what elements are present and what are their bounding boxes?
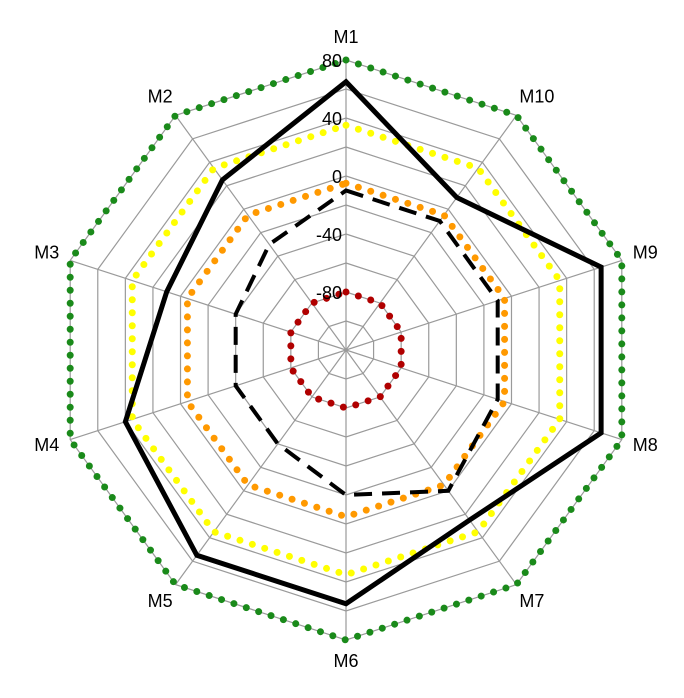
series-line-4 (128, 121, 564, 579)
grid-spoke (345, 115, 517, 351)
category-label: M6 (333, 651, 358, 671)
category-label: M9 (633, 242, 658, 262)
grid-spoke (70, 259, 347, 351)
category-label: M1 (333, 27, 358, 47)
tick-label: 80 (322, 51, 342, 71)
grid-spoke (345, 259, 622, 351)
category-label: M2 (148, 86, 173, 106)
series-line-1 (122, 78, 604, 607)
series-line-5 (183, 179, 509, 521)
grid-spoke (175, 349, 347, 585)
tick-label: 0 (332, 167, 342, 187)
category-label: M3 (34, 242, 59, 262)
grid-spoke (70, 349, 347, 441)
label-layer: 80 40 0 -40 -80 M1 M10 M9 M8 M7 M6 M5 M4 M3 M2 (34, 27, 657, 671)
category-label: M10 (519, 86, 554, 106)
grid-spoke (345, 349, 622, 441)
category-label: M7 (519, 591, 544, 611)
category-label: M5 (148, 591, 173, 611)
category-label: M4 (34, 435, 59, 455)
tick-label: -40 (316, 225, 342, 245)
series-line-2 (233, 188, 500, 498)
series-line-3 (66, 56, 626, 644)
category-label: M8 (633, 435, 658, 455)
tick-label: 40 (322, 109, 342, 129)
grid-spoke (345, 349, 517, 585)
series-layer (66, 56, 626, 644)
series-line-6 (287, 288, 405, 412)
grid-spoke (175, 115, 347, 351)
tick-label: -80 (316, 283, 342, 303)
